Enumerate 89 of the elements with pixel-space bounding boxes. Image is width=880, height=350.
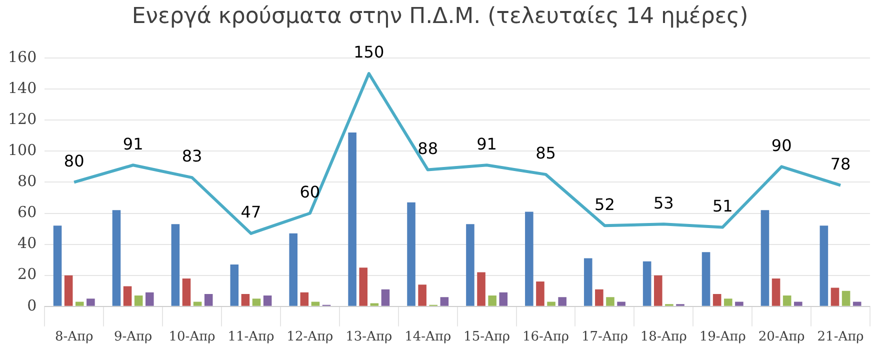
x-tick-label: 11-Απρ: [228, 330, 274, 345]
y-tick-label: 60: [18, 203, 37, 222]
bar: [134, 296, 143, 306]
data-label: 85: [536, 144, 556, 163]
x-tick-label: 14-Απρ: [404, 330, 452, 345]
data-label: 53: [653, 193, 674, 212]
y-tick-label: 140: [8, 78, 37, 97]
bar: [584, 258, 592, 306]
bar: [300, 292, 309, 306]
data-label: 83: [182, 146, 202, 166]
y-tick-label: 120: [8, 110, 37, 128]
bar: [252, 298, 261, 306]
bar: [193, 302, 202, 306]
x-tick-label: 20-Απρ: [758, 330, 805, 345]
x-tick-label: 17-Απρ: [581, 330, 628, 345]
bar: [171, 224, 180, 306]
bar: [642, 261, 652, 306]
y-tick-label: 40: [18, 234, 37, 252]
bar: [440, 297, 449, 306]
y-tick-label: 0: [27, 296, 37, 314]
bar: [241, 294, 250, 306]
x-tick-label: 19-Απρ: [699, 330, 746, 345]
data-label: 78: [830, 154, 851, 174]
y-tick-label: 160: [8, 48, 37, 66]
bar: [852, 302, 862, 306]
bar: [75, 302, 84, 306]
bar: [418, 284, 426, 306]
bar: [760, 210, 770, 306]
x-tick-label: 12-Απρ: [286, 330, 334, 345]
x-tick-label: 21-Απρ: [817, 330, 864, 345]
x-tick-label: 15-Απρ: [464, 330, 510, 345]
bar: [86, 298, 95, 306]
bar: [359, 268, 368, 306]
x-tick-label: 10-Απρ: [168, 330, 216, 345]
bar: [311, 302, 320, 306]
bar: [53, 226, 62, 306]
y-tick-label: 80: [18, 172, 37, 190]
bar: [712, 294, 722, 306]
bar: [820, 226, 828, 306]
bar: [830, 288, 840, 306]
bar: [702, 252, 710, 306]
y-tick-label: 20: [18, 265, 37, 284]
data-label: 51: [712, 196, 733, 216]
bar: [794, 302, 802, 306]
bar: [842, 290, 850, 306]
bar: [488, 296, 496, 306]
bar: [606, 297, 614, 306]
x-tick-label: 13-Απρ: [346, 330, 392, 345]
bar: [595, 289, 604, 306]
bar: [735, 302, 744, 306]
bar: [182, 278, 191, 306]
bar: [348, 132, 356, 306]
bar: [123, 286, 132, 306]
bar: [466, 224, 474, 306]
bar: [547, 302, 556, 306]
bar: [146, 292, 154, 306]
bar: [499, 292, 508, 306]
bar: [381, 289, 390, 306]
data-label: 80: [64, 151, 84, 170]
chart-title: Ενεργά κρούσματα στην Π.Δ.Μ. (τελευταίες 14 ημέρες): [130, 3, 750, 31]
x-tick-label: 16-Απρ: [522, 330, 570, 345]
x-tick-label: 8-Απρ: [54, 330, 94, 345]
bar: [525, 212, 534, 306]
data-label: 150: [354, 42, 384, 62]
bar: [230, 264, 239, 306]
bar: [112, 210, 121, 306]
data-label: 91: [122, 134, 144, 154]
data-label: 52: [594, 194, 615, 214]
data-label: 88: [418, 138, 438, 158]
bar: [204, 294, 213, 306]
bar: [536, 282, 544, 306]
bar: [654, 275, 662, 306]
bar: [617, 302, 626, 306]
y-tick-label: 100: [8, 141, 37, 160]
bar: [782, 296, 792, 306]
data-label: 91: [476, 134, 497, 154]
bar: [64, 275, 73, 306]
bar: [724, 298, 732, 306]
bar: [772, 278, 780, 306]
bar: [263, 296, 272, 306]
data-label: 90: [771, 136, 792, 155]
bar: [407, 202, 416, 306]
bar: [477, 272, 486, 306]
bar: [370, 303, 379, 306]
bar: [558, 297, 566, 306]
x-tick-label: 18-Απρ: [640, 330, 687, 345]
x-tick-label: 9-Απρ: [114, 330, 152, 345]
bar: [289, 233, 298, 306]
data-label: 47: [240, 202, 262, 222]
